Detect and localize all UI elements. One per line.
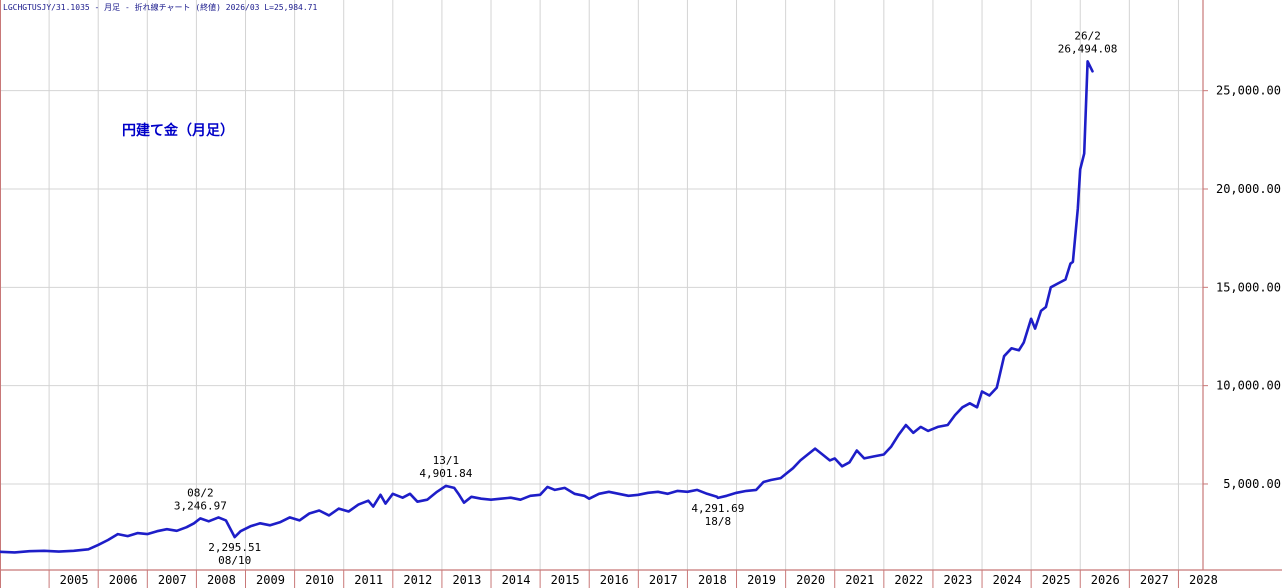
x-tick-label: 2010	[305, 573, 334, 587]
annotation-label: 08/2	[187, 486, 214, 499]
x-tick-labels: 2005 2006 2007 2008 2009 2010 2011 2012 2013 2014…	[60, 573, 1218, 587]
x-tick-label: 2025	[1042, 573, 1071, 587]
annotation-label: 26,494.08	[1058, 42, 1118, 55]
y-tick-labels: 5,000.00 10,000.00 15,000.00 20,000.00 25,00…	[1216, 84, 1281, 491]
series-line	[0, 60, 1094, 554]
x-tick-label: 2006	[109, 573, 138, 587]
y-tick-label: 10,000.00	[1216, 379, 1281, 393]
annotation-label: 26/2	[1074, 29, 1101, 42]
annotation-label: 18/8	[705, 515, 732, 528]
y-tick-label: 20,000.00	[1216, 182, 1281, 196]
x-tick-label: 2011	[354, 573, 383, 587]
x-tick-label: 2018	[698, 573, 727, 587]
x-tick-label: 2028	[1189, 573, 1218, 587]
annotation-label: 2,295.51	[208, 541, 261, 554]
x-tick-label: 2026	[1091, 573, 1120, 587]
annotation-label: 3,246.97	[174, 499, 227, 512]
x-tick-label: 2019	[747, 573, 776, 587]
x-tick-label: 2023	[943, 573, 972, 587]
x-tick-label: 2016	[600, 573, 629, 587]
x-tick-label: 2008	[207, 573, 236, 587]
x-tick-label: 2027	[1140, 573, 1169, 587]
x-tick-label: 2005	[60, 573, 89, 587]
annotation-label: 08/10	[218, 554, 251, 567]
annotation-label: 13/1	[433, 454, 460, 467]
x-tick-label: 2024	[993, 573, 1022, 587]
annotation-label: 4,291.69	[691, 502, 744, 515]
x-tick-label: 2021	[845, 573, 874, 587]
x-tick-label: 2014	[502, 573, 531, 587]
y-tick-label: 5,000.00	[1223, 477, 1281, 491]
x-tick-label: 2013	[452, 573, 481, 587]
y-tick-label: 25,000.00	[1216, 84, 1281, 98]
annotation-label: 4,901.84	[419, 467, 472, 480]
x-tick-label: 2017	[649, 573, 678, 587]
chart-header: LGCHGTUSJY/31.1035 - 月足 - 折れ線チャート (終値) 2…	[3, 3, 318, 12]
x-tick-label: 2015	[551, 573, 580, 587]
x-tick-label: 2022	[894, 573, 923, 587]
x-tick-label: 2012	[403, 573, 432, 587]
x-tick-label: 2009	[256, 573, 285, 587]
y-tick-label: 15,000.00	[1216, 280, 1281, 294]
x-tick-label: 2007	[158, 573, 187, 587]
chart-title: 円建て金（月足）	[122, 123, 234, 139]
x-tick-label: 2020	[796, 573, 825, 587]
grid-lines	[0, 0, 1203, 570]
series-group	[0, 60, 1094, 554]
